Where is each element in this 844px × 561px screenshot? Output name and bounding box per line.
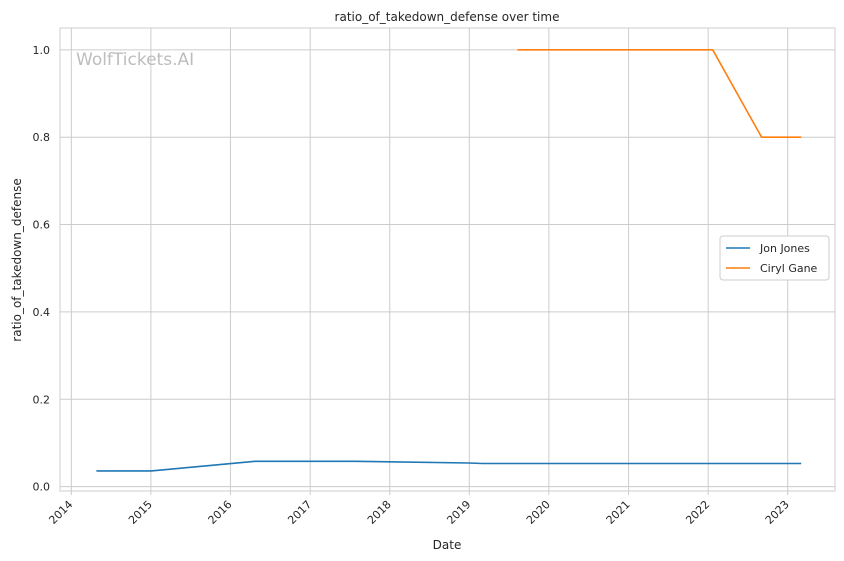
y-tick-label: 0.4 xyxy=(33,306,51,319)
y-tick-label: 0.6 xyxy=(33,219,51,232)
series-layer xyxy=(96,48,802,472)
y-tick-label: 0.2 xyxy=(33,393,51,406)
y-tick-label: 0.8 xyxy=(33,131,51,144)
series-line-jon-jones xyxy=(96,460,802,472)
x-tick-label: 2023 xyxy=(763,498,792,527)
x-tick-label: 2015 xyxy=(126,498,155,527)
chart-title: ratio_of_takedown_defense over time xyxy=(335,10,560,24)
legend-label-ciryl-gane: Ciryl Gane xyxy=(760,262,818,275)
legend: Jon Jones Ciryl Gane xyxy=(719,235,830,281)
y-axis-ticks: 0.0 0.2 0.4 0.6 0.8 1.0 xyxy=(33,44,51,494)
x-axis-label: Date xyxy=(433,538,462,552)
x-axis-ticks: 2014 2015 2016 2017 2018 2019 2020 2021 2022 2023 xyxy=(46,491,792,527)
x-tick-label: 2018 xyxy=(365,498,394,527)
x-tick-label: 2020 xyxy=(524,498,553,527)
x-tick-label: 2016 xyxy=(206,498,235,527)
grid-lines xyxy=(60,28,835,491)
watermark: WolfTickets.AI xyxy=(76,50,194,70)
x-tick-label: 2017 xyxy=(285,498,314,527)
legend-label-jon-jones: Jon Jones xyxy=(759,242,810,255)
series-line-ciryl-gane xyxy=(517,48,802,138)
plot-area xyxy=(59,27,836,492)
x-tick-label: 2022 xyxy=(683,498,712,527)
x-tick-label: 2019 xyxy=(444,498,473,527)
x-tick-label: 2021 xyxy=(604,498,633,527)
y-tick-label: 1.0 xyxy=(33,44,51,57)
legend-box xyxy=(719,235,830,281)
y-tick-label: 0.0 xyxy=(33,481,51,494)
x-tick-label: 2014 xyxy=(46,498,75,527)
y-axis-label: ratio_of_takedown_defense xyxy=(10,178,24,341)
